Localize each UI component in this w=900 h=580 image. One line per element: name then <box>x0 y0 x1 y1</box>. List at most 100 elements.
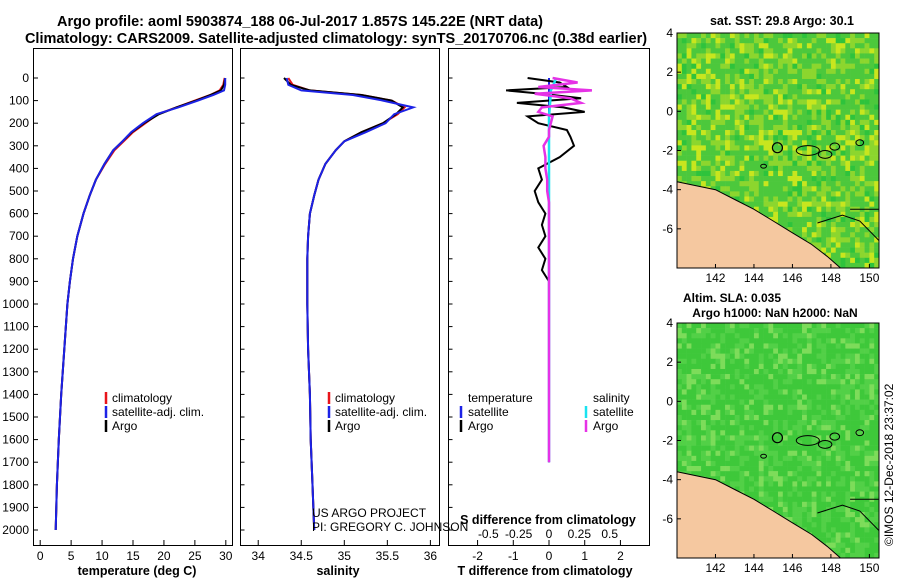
map-cell <box>850 466 856 472</box>
map-cell <box>802 394 808 400</box>
map-cell <box>681 348 687 354</box>
map-cell <box>729 43 736 49</box>
map-cell <box>734 160 740 167</box>
map-cell <box>850 363 856 370</box>
map-cell <box>826 237 832 243</box>
map-cell <box>850 537 856 543</box>
map-cell <box>681 150 687 156</box>
map-cell <box>758 338 764 344</box>
map-cell <box>830 501 837 508</box>
map-cell <box>806 430 812 436</box>
map-cell <box>816 506 822 513</box>
map-cell <box>691 399 697 406</box>
map-cell <box>845 552 851 559</box>
x-tick-label: 146 <box>782 561 802 575</box>
map-cell <box>840 491 846 497</box>
float-position-marker <box>771 432 784 444</box>
map-cell <box>768 206 774 213</box>
map-cell <box>854 435 861 441</box>
map-cell <box>792 379 798 385</box>
map-cell <box>768 476 774 482</box>
map-cell <box>787 155 793 162</box>
map-cell <box>797 348 803 354</box>
map-cell <box>710 181 716 187</box>
map-cell <box>797 43 803 49</box>
map-cell <box>854 348 861 354</box>
map-cell <box>710 33 716 39</box>
map-cell <box>869 374 875 380</box>
map-cell <box>874 191 880 197</box>
map-cell <box>826 191 832 197</box>
map-cell <box>753 358 760 365</box>
map-cell <box>705 109 711 116</box>
x-tick-label: 15 <box>126 549 140 563</box>
map-cell <box>773 84 779 90</box>
map-cell <box>821 104 827 110</box>
map-cell <box>734 425 740 431</box>
map-cell <box>686 384 692 390</box>
map-cell <box>792 455 798 462</box>
series-satellite-adj-clim- <box>54 77 227 531</box>
map-cell <box>744 460 750 467</box>
map-cell <box>778 119 784 126</box>
map-cell <box>763 455 769 462</box>
map-cell <box>821 237 827 243</box>
map-cell <box>763 176 769 182</box>
map-cell <box>787 53 793 59</box>
map-cell <box>787 440 793 446</box>
y-tick-label: 0 <box>666 394 673 408</box>
map-cell <box>806 450 812 457</box>
map-cell <box>859 374 865 380</box>
map-cell <box>816 104 822 110</box>
map-cell <box>811 440 817 446</box>
map-cell <box>681 135 687 141</box>
map-cell <box>691 471 697 477</box>
map-cell <box>806 343 812 349</box>
map-cell <box>835 252 841 259</box>
map-cell <box>835 547 841 554</box>
map-cell <box>869 257 875 264</box>
map-cell <box>830 409 837 416</box>
map-cell <box>787 94 793 100</box>
map-cell <box>864 323 870 329</box>
map-cell <box>725 38 731 44</box>
map-cell <box>811 109 817 116</box>
map-cell <box>773 165 779 172</box>
map-cell <box>864 512 870 518</box>
map-cell <box>835 522 841 528</box>
map-cell <box>826 425 832 431</box>
map-cell <box>710 466 716 472</box>
map-cell <box>763 155 769 162</box>
map-cell <box>773 191 779 197</box>
map-cell <box>821 109 827 116</box>
map-cell <box>854 160 861 167</box>
map-cell <box>710 130 716 136</box>
map-cell <box>830 414 837 421</box>
map-cell <box>845 99 851 105</box>
map-cell <box>840 222 846 228</box>
map-cell <box>854 196 861 202</box>
map-cell <box>696 471 702 477</box>
map-cell <box>826 201 832 207</box>
map-cell <box>830 466 837 472</box>
map-cell <box>744 323 750 329</box>
map-cell <box>773 58 779 64</box>
map-cell <box>821 414 827 421</box>
map-cell <box>691 440 697 446</box>
map-cell <box>768 109 774 116</box>
map-cell <box>806 201 812 207</box>
map-cell <box>778 328 784 334</box>
map-cell <box>806 237 812 243</box>
map-cell <box>696 384 702 390</box>
map-cell <box>705 135 711 141</box>
depth-tick-label: 1600 <box>2 433 29 447</box>
map-cell <box>773 170 779 177</box>
map-cell <box>869 358 875 365</box>
map-cell <box>749 481 755 487</box>
map-cell <box>811 389 817 395</box>
map-cell <box>729 471 736 477</box>
map-cell <box>845 450 851 457</box>
map-cell <box>816 94 822 100</box>
map-cell <box>874 48 880 54</box>
map-cell <box>753 181 760 187</box>
